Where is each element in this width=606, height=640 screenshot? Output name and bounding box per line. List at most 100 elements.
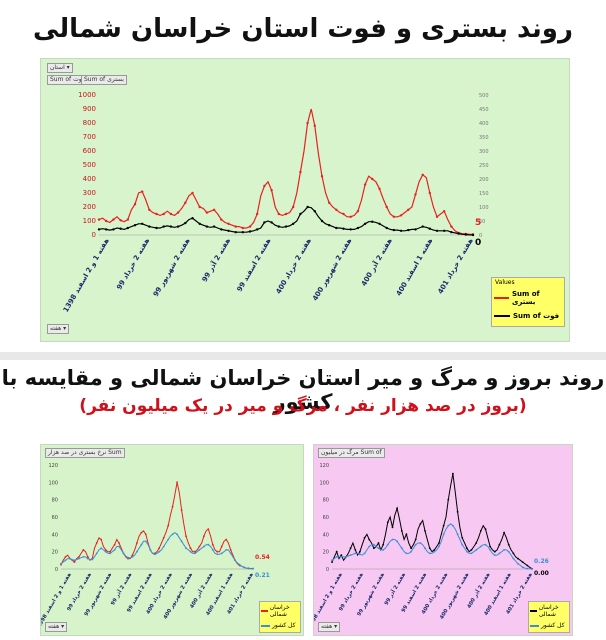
data-point: [373, 547, 375, 550]
data-point: [368, 538, 371, 541]
data-point: [385, 205, 388, 209]
x-tick-label: هفته 2 خرداد 99: [115, 237, 151, 291]
incidence-field-button[interactable]: نرخ بستری در صد هزار Sum: [45, 448, 125, 458]
data-point: [363, 536, 366, 539]
y2-tick-label: 450: [479, 107, 489, 113]
mortality-field-button[interactable]: مرگ در میلیون Sum of: [318, 448, 385, 458]
data-point: [373, 543, 375, 546]
data-point: [354, 552, 357, 555]
data-point: [126, 218, 129, 221]
data-point: [484, 543, 487, 546]
data-point: [461, 543, 464, 546]
y-tick-label: 20: [52, 550, 58, 556]
data-point: [148, 225, 151, 228]
data-point: [149, 549, 152, 551]
data-point: [212, 225, 216, 228]
legend-swatch: [261, 624, 270, 627]
week-field-button[interactable]: هفته ▾: [47, 324, 70, 334]
data-point: [234, 559, 237, 562]
sum-hospital-field-button[interactable]: Sum of بستری: [81, 75, 127, 85]
data-point: [521, 561, 524, 563]
data-point: [277, 212, 280, 216]
data-point: [270, 189, 273, 192]
data-point: [498, 543, 501, 546]
data-point: [263, 221, 266, 224]
y-tick-label: 300: [83, 189, 96, 197]
data-point: [64, 556, 67, 558]
y-tick-label: 100: [48, 480, 58, 486]
legend-label-deaths: Sum of فوت: [513, 312, 560, 320]
data-point: [169, 225, 173, 228]
data-point: [299, 170, 302, 174]
data-point: [399, 229, 403, 232]
legend-swatch: [530, 624, 539, 627]
data-point: [419, 542, 422, 544]
data-point: [356, 226, 360, 230]
data-point: [363, 222, 367, 225]
data-point: [391, 538, 394, 541]
data-point: [442, 524, 445, 527]
y-tick-label: 800: [83, 119, 96, 127]
data-point: [335, 556, 338, 558]
y2-tick-label: 200: [479, 177, 489, 183]
data-point: [180, 540, 183, 543]
data-point: [136, 542, 138, 544]
data-point: [470, 549, 473, 551]
week-field-button[interactable]: هفته ▾: [318, 622, 341, 632]
legend-item-hospital: Sum of بستری: [492, 287, 564, 309]
x-tick-label: هفته 2 اسفند 99: [236, 237, 273, 293]
data-point: [263, 184, 266, 188]
data-point: [234, 231, 237, 234]
data-point: [340, 556, 343, 558]
data-point: [144, 533, 147, 536]
legend-item-country: کل کشور: [529, 620, 569, 631]
data-point: [73, 561, 76, 563]
data-point: [313, 210, 316, 213]
data-point: [424, 547, 426, 550]
data-point: [331, 561, 333, 563]
data-point: [203, 535, 205, 537]
data-point: [452, 524, 454, 527]
data-point: [229, 549, 232, 551]
dropdown-icon: ▾: [63, 325, 67, 332]
data-point: [392, 215, 396, 218]
y-tick-label: 120: [319, 463, 329, 469]
data-point: [241, 231, 244, 234]
legend-label: خراسان شمالی: [538, 604, 559, 618]
data-point: [447, 524, 450, 527]
data-point: [526, 564, 529, 567]
data-point: [400, 530, 403, 532]
data-point: [227, 222, 230, 225]
data-point: [112, 228, 115, 231]
data-point: [248, 230, 252, 233]
data-point: [349, 547, 352, 550]
data-point: [198, 545, 201, 548]
x-tick-label: هفته 2 آذر 99: [382, 571, 407, 607]
filter-button[interactable]: استان ▾: [47, 63, 73, 73]
data-point: [109, 550, 111, 553]
x-tick-label: هفته 2 آذر 400: [359, 236, 394, 287]
legend-swatch: [261, 610, 268, 612]
data-point: [363, 552, 366, 555]
data-point: [414, 193, 417, 196]
dropdown-icon: ▾: [66, 64, 70, 71]
data-point: [100, 538, 103, 541]
data-point: [456, 533, 459, 536]
data-point: [100, 547, 103, 550]
data-point: [493, 550, 496, 553]
data-point: [64, 559, 67, 562]
section-subtitle: (بروز در صد هزار نفر ، مرگ و میر در یک م…: [79, 396, 527, 416]
data-point: [299, 212, 302, 216]
legend-label: کل کشور: [272, 622, 296, 629]
week-field-button[interactable]: هفته ▾: [45, 622, 68, 632]
data-point: [176, 533, 179, 536]
data-point: [414, 538, 417, 541]
data-point: [69, 557, 71, 560]
data-point: [184, 221, 187, 225]
data-point: [368, 545, 371, 548]
data-point: [503, 531, 505, 534]
data-point: [95, 542, 98, 544]
data-point: [216, 550, 219, 553]
data-point: [105, 228, 108, 231]
